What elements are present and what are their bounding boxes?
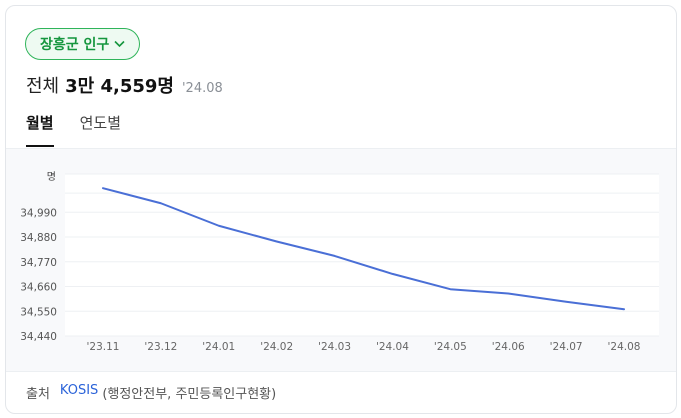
population-line-chart: 명 34,440 34,550 34,660 34,770 34,880 34,990 '23…	[20, 171, 659, 353]
x-tick-label: '24.07	[550, 341, 583, 353]
data-point	[160, 202, 162, 204]
tab-yearly[interactable]: 연도별	[79, 114, 122, 132]
y-tick-label: 34,880	[20, 232, 57, 244]
data-point	[449, 288, 451, 290]
x-tick-label: '24.05	[434, 341, 467, 353]
y-tick-label: 34,660	[20, 282, 57, 294]
source-line: 출처 KOSIS (행정안전부, 주민등록인구현황)	[26, 383, 276, 402]
x-tick-label: '24.02	[260, 341, 293, 353]
region-selector-button[interactable]: 장흥군 인구	[25, 28, 141, 60]
y-tick-label: 34,440	[20, 331, 57, 343]
y-tick-label: 34,770	[20, 257, 57, 269]
chart-area: 명 34,440 34,550 34,660 34,770 34,880 34,990 '23…	[6, 148, 676, 372]
plot-background	[65, 174, 659, 336]
x-tick-label: '24.06	[492, 341, 525, 353]
x-tick-label: '23.11	[87, 341, 120, 353]
data-point	[623, 308, 625, 310]
data-point	[334, 255, 336, 257]
x-tick-label: '24.04	[376, 341, 409, 353]
source-label: 출처	[26, 387, 50, 402]
source-kosis-link[interactable]: KOSIS	[59, 383, 99, 398]
tab-monthly[interactable]: 월별	[26, 112, 54, 147]
x-tick-label: '24.01	[202, 341, 235, 353]
data-point	[507, 292, 509, 294]
data-point	[276, 241, 278, 243]
source-organization: (행정안전부, 주민등록인구현황)	[102, 387, 277, 402]
x-tick-label: '24.08	[608, 341, 641, 353]
population-series-line	[102, 187, 625, 311]
y-tick-label: 34,990	[20, 207, 57, 219]
data-point	[218, 225, 220, 227]
population-summary: 전체 3만 4,559명 '24.08	[26, 72, 223, 98]
summary-label: 전체	[26, 76, 60, 97]
summary-date: '24.08	[181, 81, 223, 96]
data-point	[565, 301, 567, 303]
period-tabs: 월별 연도별	[26, 112, 122, 147]
population-card: 장흥군 인구 전체 3만 4,559명 '24.08 월별 연도별 명 34,44…	[5, 5, 677, 414]
x-tick-label: '24.03	[318, 341, 351, 353]
summary-value: 3만 4,559명	[65, 76, 174, 97]
region-selector-label: 장흥군 인구	[40, 37, 110, 53]
data-point	[102, 187, 104, 189]
y-tick-label: 34,550	[20, 306, 57, 318]
chevron-down-icon	[114, 40, 125, 48]
y-axis-unit: 명	[47, 171, 56, 183]
data-point	[391, 273, 393, 275]
x-tick-label: '23.12	[144, 341, 177, 353]
